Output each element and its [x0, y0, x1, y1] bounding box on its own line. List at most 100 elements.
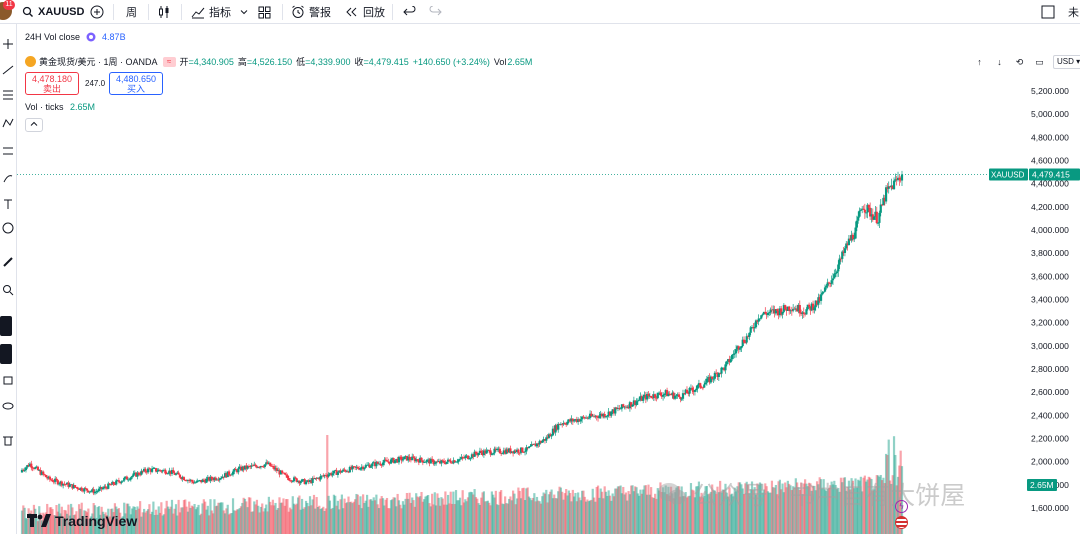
candle-body: [728, 359, 731, 363]
forecast-icon[interactable]: [2, 145, 14, 157]
candle-body: [88, 491, 91, 493]
indicators-button[interactable]: 指标: [191, 3, 231, 21]
buy-label: 买入: [126, 84, 145, 94]
price-chart[interactable]: 5,200.000 5,000.000 4,800.000 4,600.000 4,40…: [17, 24, 1080, 534]
volume-bar: [111, 508, 114, 534]
volume-bar: [604, 491, 608, 534]
volume-bar: [304, 500, 308, 534]
visibility-icon[interactable]: [2, 400, 14, 412]
vol-close-label: 24H Vol close: [25, 32, 81, 42]
close-key: 收: [354, 57, 364, 67]
indicators-dropdown[interactable]: [240, 3, 248, 21]
candle-body: [413, 457, 416, 462]
candle-body: [204, 480, 207, 483]
scroll-down-button[interactable]: ↓: [997, 56, 1002, 67]
volume-bar: [501, 503, 504, 534]
candle-body: [660, 394, 663, 397]
crosshair-icon[interactable]: [2, 38, 14, 50]
candle-body: [43, 474, 46, 476]
volume-bar: [286, 499, 289, 534]
volume-bar: [719, 480, 722, 534]
candle-body: [364, 465, 367, 468]
candle-body: [153, 468, 156, 469]
symbol-search-button[interactable]: XAUUSD: [22, 3, 84, 21]
emoji-icon[interactable]: [2, 222, 14, 234]
scroll-up-button[interactable]: ↑: [977, 56, 982, 67]
candle-body: [546, 437, 549, 439]
candle-body: [64, 484, 67, 485]
volume-bar: [720, 492, 723, 534]
volume-bar: [646, 494, 649, 534]
layout-button[interactable]: [258, 3, 271, 21]
undo-button[interactable]: [403, 3, 416, 21]
candle-body: [704, 382, 707, 385]
ruler-icon[interactable]: [2, 256, 14, 268]
chart-area[interactable]: 5,200.000 5,000.000 4,800.000 4,600.000 4,40…: [17, 24, 1080, 534]
volume-bar: [415, 493, 418, 534]
chart-type-button[interactable]: [157, 3, 171, 21]
event-flash-icon[interactable]: ϟ: [895, 500, 908, 513]
pattern-icon[interactable]: [2, 117, 14, 129]
trend-line-icon[interactable]: [2, 64, 14, 76]
volume-bar: [201, 503, 204, 534]
volume-bar: [206, 505, 209, 534]
change-value: +140.650 (+3.24%): [412, 56, 490, 67]
candle-body: [731, 355, 734, 360]
trash-icon[interactable]: [2, 434, 14, 446]
volume-bar: [192, 506, 195, 534]
candle-body: [208, 477, 211, 481]
candle-body: [278, 470, 281, 475]
redo-button[interactable]: [429, 3, 442, 21]
volume-bar: [157, 506, 160, 534]
fullscreen-toggle[interactable]: [1041, 3, 1055, 21]
top-toolbar: 11 XAUUSD 周 指标 警报 回放 未: [0, 0, 1080, 24]
alert-button[interactable]: 警报: [291, 3, 331, 21]
candle-body: [85, 488, 89, 491]
candle-body: [838, 258, 841, 265]
logo-text: TradingView: [55, 513, 138, 529]
volume-bar: [746, 484, 750, 534]
compare-add-button[interactable]: [90, 3, 104, 21]
volume-bar: [125, 503, 128, 534]
volume-bar: [691, 489, 694, 534]
candle-body: [275, 468, 278, 472]
zoom-icon[interactable]: [2, 284, 14, 296]
volume-bar: [241, 502, 244, 534]
sell-button[interactable]: 4,478.180 卖出: [25, 72, 79, 95]
price-tick-label: 4,600.000: [1031, 156, 1069, 166]
volume-bar: [294, 504, 297, 534]
hide-icon[interactable]: [2, 374, 14, 386]
collapse-legend-button[interactable]: [25, 118, 43, 132]
divider: [148, 4, 149, 20]
candle-body: [213, 477, 216, 481]
volume-bar: [533, 493, 536, 534]
candle-body: [241, 466, 244, 471]
brush-icon[interactable]: [2, 172, 14, 184]
magnet-button[interactable]: [0, 316, 12, 336]
currency-select[interactable]: USD ▾: [1053, 54, 1080, 69]
volume-bar: [853, 488, 856, 534]
candle-body: [553, 428, 556, 433]
volume-bar: [638, 495, 641, 534]
candle-body: [201, 479, 204, 483]
volume-bar: [253, 501, 256, 534]
lock-button[interactable]: [0, 344, 12, 364]
replay-button[interactable]: 回放: [345, 3, 385, 21]
candle-body: [259, 466, 263, 468]
candle-body: [368, 464, 371, 468]
candle-body: [531, 444, 535, 446]
volume-bar: [234, 510, 237, 534]
text-icon[interactable]: [2, 198, 14, 210]
interval-button[interactable]: 周: [126, 3, 137, 21]
volume-bar: [695, 486, 698, 534]
candle-body: [514, 450, 517, 453]
reset-scale-button[interactable]: ⟲: [1015, 56, 1024, 67]
fib-icon[interactable]: [2, 89, 14, 101]
maximize-button[interactable]: ▭: [1035, 56, 1044, 67]
us-flag-icon[interactable]: [895, 516, 908, 529]
low-value: =4,339.900: [305, 56, 351, 67]
volume-bar: [577, 492, 580, 534]
symbol-label: XAUUSD: [38, 6, 85, 18]
buy-button[interactable]: 4,480.650 买入: [109, 72, 163, 95]
candle-body: [20, 469, 24, 473]
